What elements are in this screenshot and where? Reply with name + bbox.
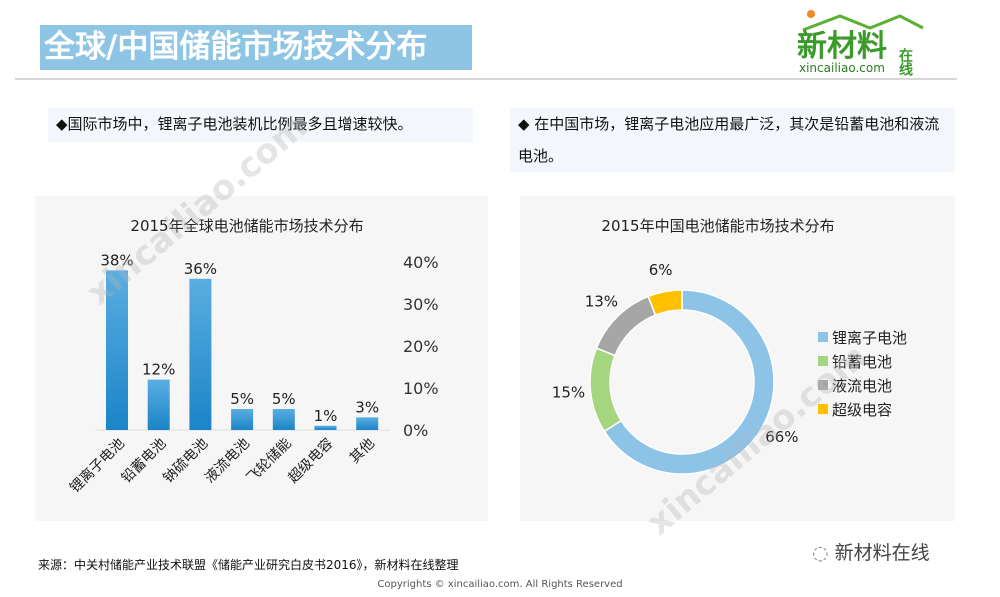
legend-label: 铅蓄电池 xyxy=(832,353,892,371)
bar xyxy=(231,409,254,430)
category-label: 超级电容 xyxy=(285,435,337,487)
donut-chart-title: 2015年中国电池储能市场技术分布 xyxy=(601,217,834,235)
category-label: 其他 xyxy=(347,436,378,467)
note-global: ◆国际市场中，锂离子电池装机比例最多且增速较快。 xyxy=(48,108,473,142)
note-china: ◆ 在中国市场，锂离子电池应用最广泛，其次是铅蓄电池和液流电池。 xyxy=(510,108,955,172)
donut-chart: 2015年中国电池储能市场技术分布 66% 锂离子电池 15% 铅蓄电池 13% 液流电池… xyxy=(552,217,907,475)
logo-side: 在线 xyxy=(897,47,913,76)
data-label: 3% xyxy=(355,398,379,416)
category-label: 锂离子电池 xyxy=(66,435,128,497)
page-title: 全球/中国储能市场技术分布 xyxy=(40,25,472,70)
data-label: 36% xyxy=(184,260,217,278)
data-label: 12% xyxy=(142,361,175,379)
divider xyxy=(15,78,957,80)
legend-swatch xyxy=(818,380,828,390)
bar xyxy=(189,278,212,430)
bar xyxy=(272,409,295,430)
legend-label: 超级电容 xyxy=(832,401,892,419)
y-tick-label: 0% xyxy=(403,421,428,440)
legend-label: 液流电池 xyxy=(832,377,892,395)
bar xyxy=(106,270,128,430)
logo: 新材料 在线 xincailiao.com xyxy=(795,8,940,77)
data-label: 15% xyxy=(552,384,585,402)
category-label: 铅蓄电池 xyxy=(119,436,170,487)
bar-chart-title: 2015年全球电池储能市场技术分布 xyxy=(130,217,363,235)
data-label: 5% xyxy=(272,390,296,408)
y-tick-label: 30% xyxy=(403,295,439,314)
y-tick-label: 40% xyxy=(403,253,439,272)
logo-text: 新材料 xyxy=(797,29,887,64)
bar xyxy=(314,425,337,430)
data-label: 13% xyxy=(585,292,618,310)
legend-swatch xyxy=(818,332,828,342)
wechat-account: ◌ 新材料在线 xyxy=(812,538,930,565)
bar-chart: 2015年全球电池储能市场技术分布 0% 10% 20% 30% 40% 38% 锂离子电池… xyxy=(66,217,439,497)
donut-slice xyxy=(603,289,775,475)
bar xyxy=(356,417,379,430)
donut-slice xyxy=(589,347,623,433)
data-label: 6% xyxy=(649,261,673,279)
y-tick-label: 10% xyxy=(403,379,439,398)
data-label: 1% xyxy=(314,407,338,425)
bar-chart-panel: 2015年全球电池储能市场技术分布 0% 10% 20% 30% 40% 38% 锂离子电池… xyxy=(35,196,488,521)
category-label: 飞轮储能 xyxy=(244,436,295,487)
donut-slice xyxy=(647,289,683,317)
data-label: 38% xyxy=(100,251,133,269)
wechat-name: 新材料在线 xyxy=(834,542,930,564)
data-label: 5% xyxy=(230,390,254,408)
category-label: 液流电池 xyxy=(202,436,253,487)
legend-label: 锂离子电池 xyxy=(832,329,907,347)
category-label: 钠硫电池 xyxy=(160,436,211,487)
y-tick-label: 20% xyxy=(403,337,439,356)
legend-swatch xyxy=(818,404,828,414)
wechat-icon: ◌ xyxy=(812,542,835,564)
copyright: Copyrights © xincailiao.com. All Rights … xyxy=(377,579,623,590)
bar xyxy=(147,379,170,430)
source-note: 来源：中关村储能产业技术联盟《储能产业研究白皮书2016》，新材料在线整理 xyxy=(38,558,459,572)
logo-url: xincailiao.com xyxy=(799,61,885,75)
data-label: 66% xyxy=(765,428,798,446)
donut-chart-panel: 2015年中国电池储能市场技术分布 66% 锂离子电池 15% 铅蓄电池 13% 液流电池… xyxy=(520,196,955,521)
legend-swatch xyxy=(818,356,828,366)
